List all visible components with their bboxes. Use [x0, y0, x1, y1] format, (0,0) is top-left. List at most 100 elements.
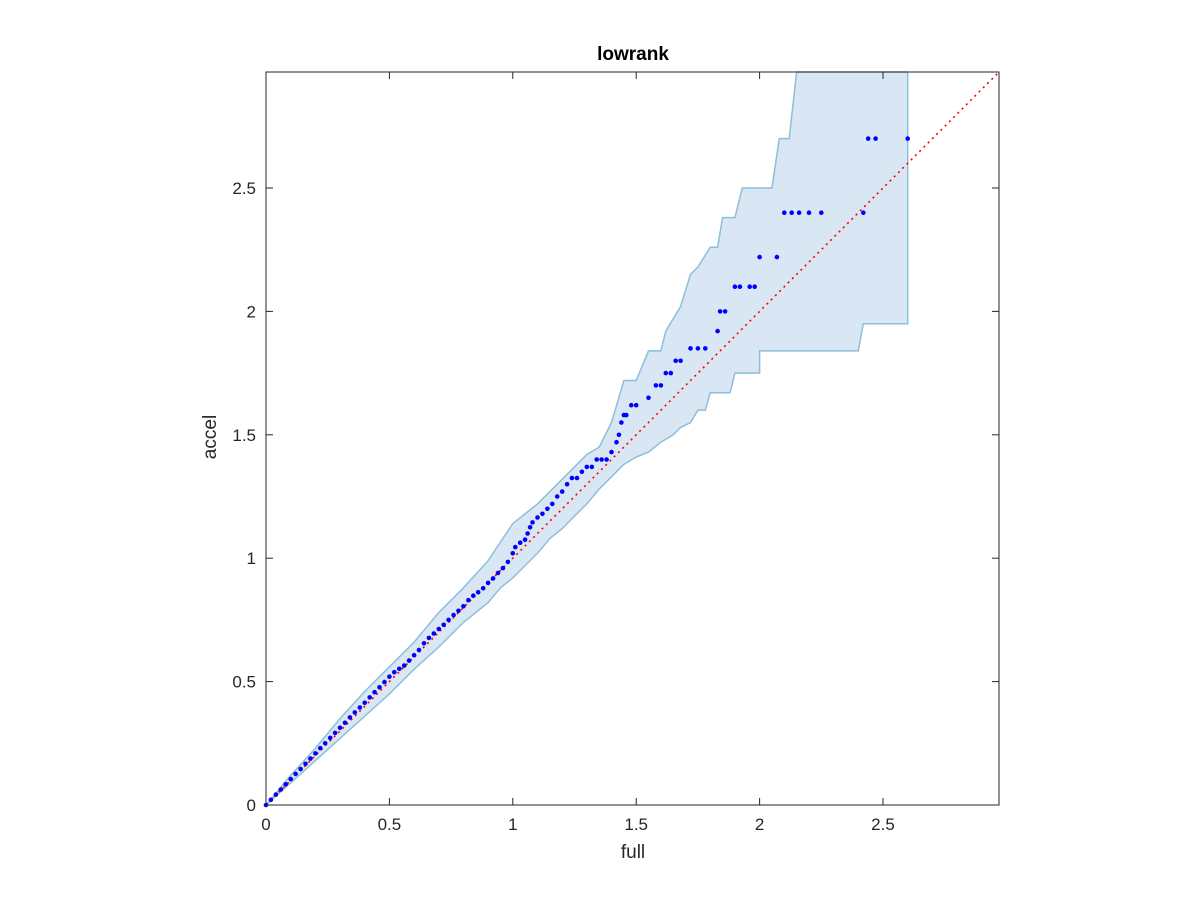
data-point	[774, 254, 780, 260]
data-point	[550, 501, 555, 507]
data-point	[318, 745, 323, 751]
data-point	[629, 402, 634, 408]
data-point	[594, 457, 599, 462]
data-point	[451, 612, 456, 618]
data-point	[789, 210, 794, 215]
data-point	[332, 730, 338, 736]
data-point	[663, 370, 669, 376]
data-point	[293, 771, 298, 777]
data-point	[446, 617, 451, 623]
data-point	[525, 531, 530, 536]
data-point	[905, 136, 910, 141]
data-point	[387, 674, 392, 679]
y-tick-label: 1	[247, 549, 256, 568]
axes	[265, 71, 1000, 806]
data-point	[337, 725, 343, 731]
data-point	[495, 570, 501, 576]
data-point	[658, 383, 664, 388]
data-point	[574, 475, 580, 481]
data-point	[510, 551, 516, 556]
data-point	[865, 136, 871, 141]
data-point	[517, 540, 523, 545]
y-tick-label: 2.5	[232, 179, 256, 198]
data-point	[873, 136, 878, 141]
data-point	[717, 309, 723, 314]
data-point	[688, 346, 693, 351]
data-point	[362, 700, 368, 706]
data-point	[377, 685, 382, 690]
data-point	[367, 695, 373, 700]
confidence-band	[265, 71, 909, 806]
data-point	[861, 210, 866, 215]
data-point	[426, 635, 432, 641]
y-tick-label: 0	[247, 796, 256, 815]
data-point	[303, 761, 308, 767]
data-point	[268, 797, 274, 803]
data-point	[283, 782, 289, 787]
data-point	[357, 705, 363, 710]
data-point	[298, 766, 303, 772]
data-point	[678, 358, 683, 364]
data-point	[490, 576, 496, 581]
data-point	[589, 464, 595, 470]
data-point	[471, 593, 476, 598]
data-point	[569, 475, 575, 481]
x-tick-label: 1	[508, 815, 517, 834]
data-point	[273, 792, 279, 797]
x-axis-label: full	[621, 842, 645, 863]
data-point	[505, 559, 511, 565]
data-point	[614, 439, 619, 445]
y-tick-label: 0.5	[232, 673, 256, 692]
data-point	[500, 565, 506, 571]
data-point	[347, 715, 353, 720]
data-point	[732, 284, 738, 290]
data-point	[466, 597, 471, 603]
data-point	[540, 511, 545, 517]
data-point	[322, 741, 328, 746]
data-point	[397, 666, 402, 672]
data-point	[475, 590, 481, 595]
data-point	[668, 370, 674, 376]
data-point	[747, 284, 752, 290]
data-point	[703, 346, 708, 351]
data-point	[480, 586, 486, 591]
x-tick-label: 0	[261, 815, 270, 834]
data-point	[527, 525, 533, 530]
data-point	[545, 506, 550, 512]
x-tick-label: 2	[755, 815, 764, 834]
data-point	[619, 420, 624, 425]
data-point	[513, 544, 518, 550]
data-point	[584, 464, 590, 470]
data-point	[819, 210, 824, 215]
data-point	[715, 328, 720, 334]
data-point	[604, 457, 609, 462]
x-tick-label: 2.5	[871, 815, 895, 834]
data-point	[624, 412, 629, 418]
data-point	[530, 520, 535, 525]
data-point	[782, 210, 787, 215]
axis-ticks: 0 0.5 1 1.5 2 2.5 0 0.5 1 1.5 2 2.5	[232, 72, 999, 834]
data-point	[722, 309, 728, 314]
data-point	[342, 720, 348, 726]
y-tick-label: 1.5	[232, 426, 256, 445]
x-tick-label: 1.5	[624, 815, 648, 834]
data-point	[535, 515, 540, 520]
data-point	[392, 669, 397, 675]
data-point	[382, 679, 387, 685]
data-points	[263, 136, 910, 808]
data-point	[737, 284, 743, 290]
data-point	[485, 580, 491, 586]
data-point	[352, 710, 358, 715]
data-point	[564, 481, 570, 487]
data-point	[461, 604, 466, 609]
data-point	[757, 254, 762, 260]
data-point	[436, 626, 442, 632]
data-point	[633, 402, 639, 408]
data-point	[796, 210, 802, 215]
data-point	[431, 631, 437, 636]
band-area	[265, 71, 909, 806]
chart-title: lowrank	[597, 44, 669, 65]
data-point	[559, 489, 565, 494]
data-point	[646, 395, 651, 401]
data-point	[313, 751, 318, 756]
